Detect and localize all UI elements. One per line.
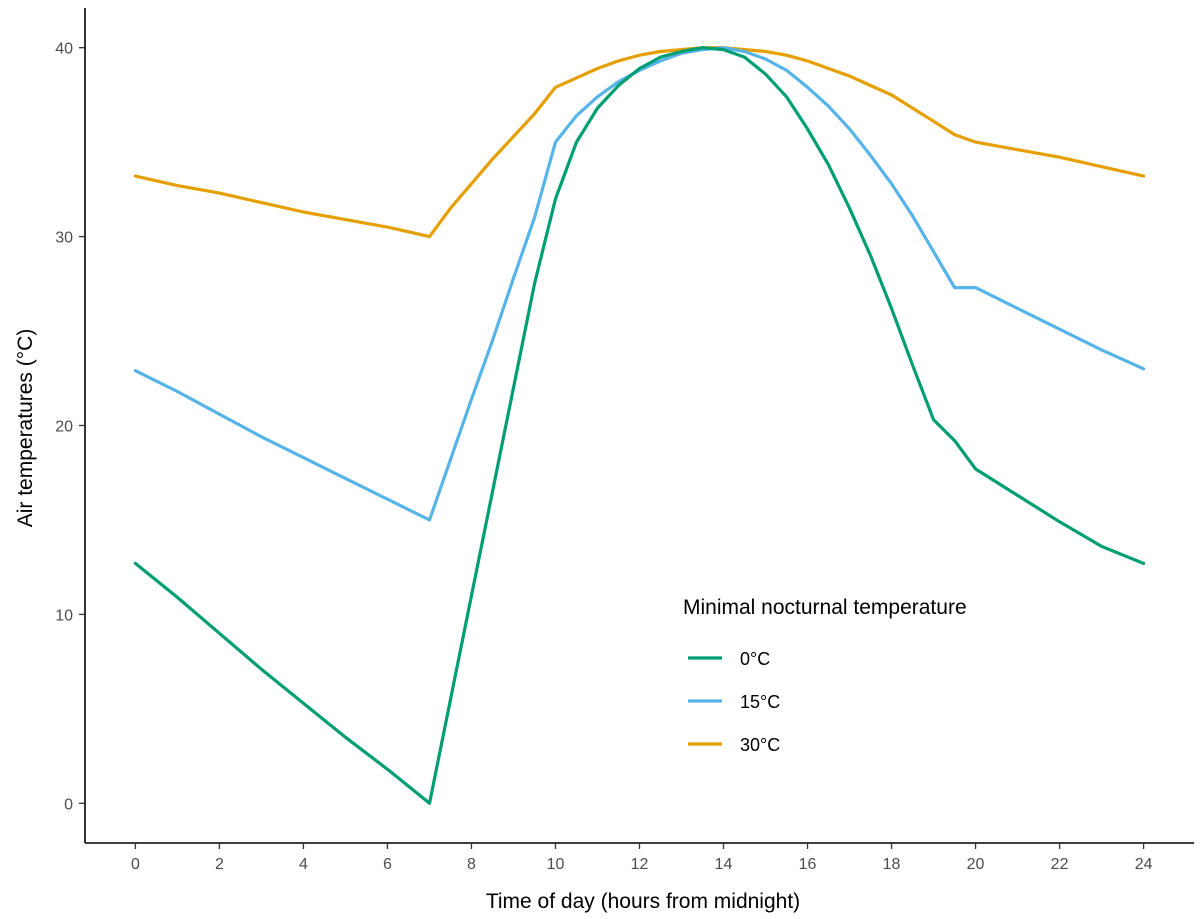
series-layer bbox=[133, 46, 1146, 805]
x-tick-label: 10 bbox=[547, 856, 565, 873]
x-tick-label: 4 bbox=[299, 856, 308, 873]
y-tick-label: 10 bbox=[55, 607, 73, 624]
legend-label-2: 30°C bbox=[740, 735, 780, 755]
y-tick-label: 40 bbox=[55, 41, 73, 58]
y-tick-label: 30 bbox=[55, 230, 73, 247]
x-tick-label: 18 bbox=[883, 856, 901, 873]
x-tick-label: 2 bbox=[215, 856, 224, 873]
x-tick-label: 20 bbox=[967, 856, 985, 873]
series-line-0 bbox=[133, 46, 1146, 805]
x-tick-label: 0 bbox=[131, 856, 140, 873]
legend-title: Minimal nocturnal temperature bbox=[683, 596, 967, 619]
x-axis-title: Time of day (hours from midnight) bbox=[486, 890, 800, 913]
y-axis-title: Air temperatures (°C) bbox=[14, 329, 37, 528]
x-tick-label: 14 bbox=[715, 856, 733, 873]
series-line-1 bbox=[133, 46, 1146, 522]
x-tick-label: 24 bbox=[1135, 856, 1153, 873]
x-tick-label: 12 bbox=[631, 856, 649, 873]
y-tick-label: 20 bbox=[55, 419, 73, 436]
legend-label-1: 15°C bbox=[740, 692, 780, 712]
x-tick-label: 6 bbox=[383, 856, 392, 873]
legend: Minimal nocturnal temperature 0°C 15°C 30°… bbox=[683, 596, 967, 755]
y-tick-label: 0 bbox=[64, 796, 73, 813]
x-tick-label: 8 bbox=[467, 856, 476, 873]
x-tick-label: 22 bbox=[1051, 856, 1069, 873]
x-tick-label: 16 bbox=[799, 856, 817, 873]
legend-label-0: 0°C bbox=[740, 649, 770, 669]
series-line-2 bbox=[133, 46, 1146, 239]
